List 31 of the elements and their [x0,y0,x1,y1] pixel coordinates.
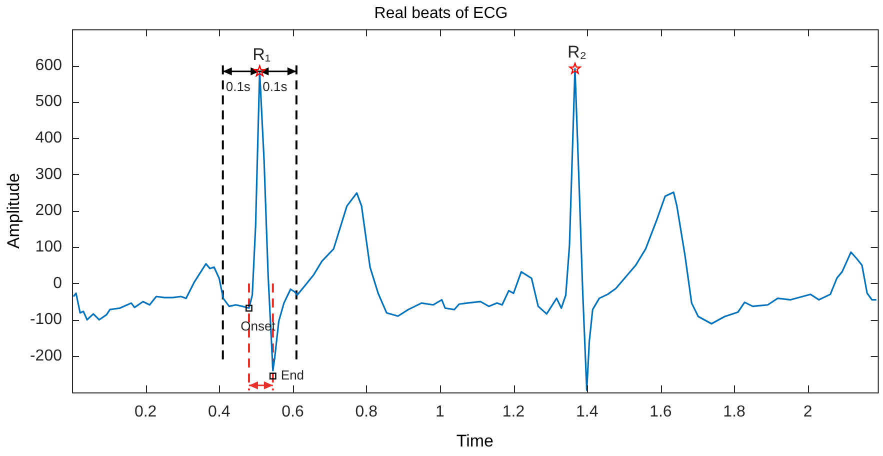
x-tick-label: 1.4 [576,403,598,420]
y-tick-label: 300 [35,166,62,183]
x-tick-label: 1.2 [502,403,525,420]
y-tick-label: 0 [53,274,62,292]
x-axis-title: Time [456,431,494,450]
annotation: 0.1s [226,78,251,94]
annotation: End [280,368,304,383]
x-tick-label: 1.8 [723,403,746,420]
annotation: R₂ [568,42,586,62]
point [569,62,581,74]
annotation: R₁ [252,45,271,64]
point [269,372,276,380]
x-tick-label: 1 [435,403,444,420]
x-tick-label: 0.6 [282,403,304,420]
x-tick-label: 0.8 [355,403,378,420]
y-tick-label: 400 [35,130,62,147]
y-tick-label: 500 [35,93,62,110]
annotation: 0.1s [262,78,288,94]
y-tick-label: 600 [35,56,62,74]
point [254,65,266,76]
y-tick-label: 100 [35,238,62,256]
x-tick-label: 0.2 [134,403,157,420]
y-tick-label: -200 [30,347,62,364]
y-tick-label: -100 [30,311,62,328]
point [246,304,252,312]
y-axis-title: Amplitude [4,172,23,249]
x-tick-label: 2 [803,403,812,420]
x-tick-label: 1.6 [650,403,672,420]
x-tick-label: 0.4 [208,403,230,420]
y-tick-label: 200 [35,202,62,220]
chart-title: Real beats of ECG [374,5,508,22]
